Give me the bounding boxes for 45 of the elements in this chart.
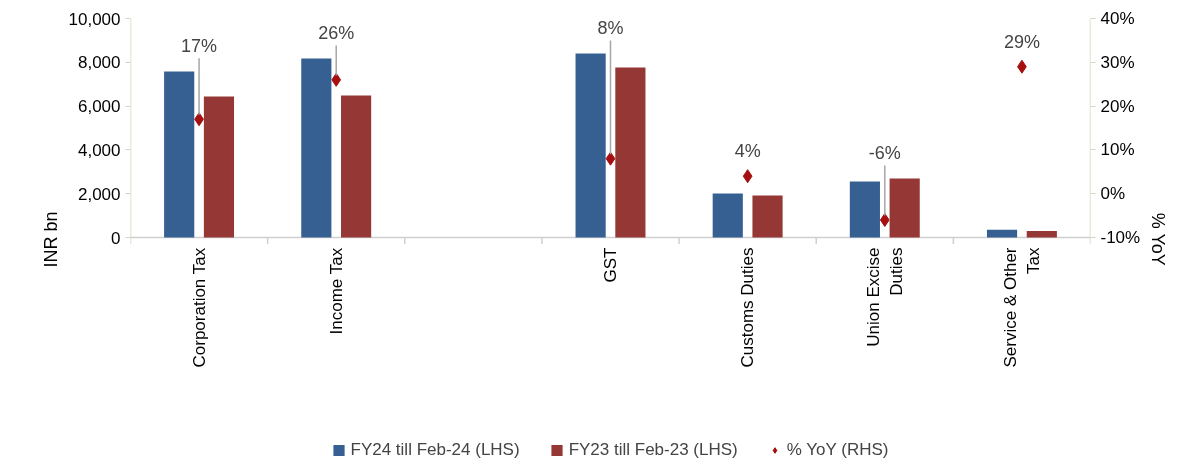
y-tick-label: 6,000 bbox=[77, 97, 121, 117]
bar bbox=[889, 178, 920, 238]
y-tick-label: 8,000 bbox=[77, 53, 121, 73]
data-label: 29% bbox=[1003, 31, 1040, 52]
point bbox=[605, 151, 616, 166]
x-tick-label: GST bbox=[601, 247, 620, 283]
bar bbox=[986, 229, 1018, 238]
y2-tick-label: 40% bbox=[1100, 9, 1135, 28]
bar bbox=[1026, 230, 1057, 238]
y2-tick-label: 10% bbox=[1100, 140, 1135, 160]
y-tick-label: 2,000 bbox=[77, 184, 121, 204]
x-tick-label: Service & Other Tax bbox=[1001, 247, 1043, 368]
legend-label: FY24 till Feb-24 (LHS) bbox=[350, 440, 520, 460]
legend-label: FY23 till Feb-23 (LHS) bbox=[568, 440, 738, 460]
y2-tick-label: 20% bbox=[1100, 96, 1135, 116]
y2-tick-label: -10% bbox=[1100, 228, 1141, 247]
bar bbox=[575, 53, 606, 238]
bar bbox=[341, 95, 372, 238]
data-label: 26% bbox=[318, 23, 355, 44]
y-tick-label: 4,000 bbox=[77, 140, 121, 160]
x-tick-label: Union Excise Duties bbox=[863, 247, 906, 347]
y-tick-label: 0 bbox=[111, 228, 121, 248]
bar bbox=[615, 67, 646, 238]
data-label: 8% bbox=[597, 18, 624, 39]
y2-axis-title: % YoY bbox=[1148, 212, 1169, 266]
x-tick-label: Customs Duties bbox=[738, 247, 758, 368]
bar bbox=[752, 195, 783, 238]
bar bbox=[712, 193, 743, 238]
y2-tick-label: 30% bbox=[1100, 52, 1135, 72]
x-tick-label: Income Tax bbox=[326, 247, 346, 335]
data-label: 17% bbox=[181, 36, 218, 57]
point bbox=[331, 72, 342, 87]
legend-label: % YoY (RHS) bbox=[786, 440, 889, 460]
x-tick-label: Corporation Tax bbox=[189, 247, 209, 368]
point bbox=[879, 212, 890, 227]
bar bbox=[203, 96, 235, 238]
point bbox=[742, 169, 753, 184]
y-tick-label: 10,000 bbox=[68, 9, 121, 29]
bar bbox=[849, 181, 880, 238]
y2-tick-label: 0% bbox=[1100, 184, 1126, 204]
data-label: 4% bbox=[734, 141, 761, 162]
bar bbox=[164, 71, 195, 238]
data-label: -6% bbox=[868, 143, 901, 164]
y-axis-title: INR bn bbox=[40, 211, 61, 268]
bar bbox=[301, 58, 332, 238]
